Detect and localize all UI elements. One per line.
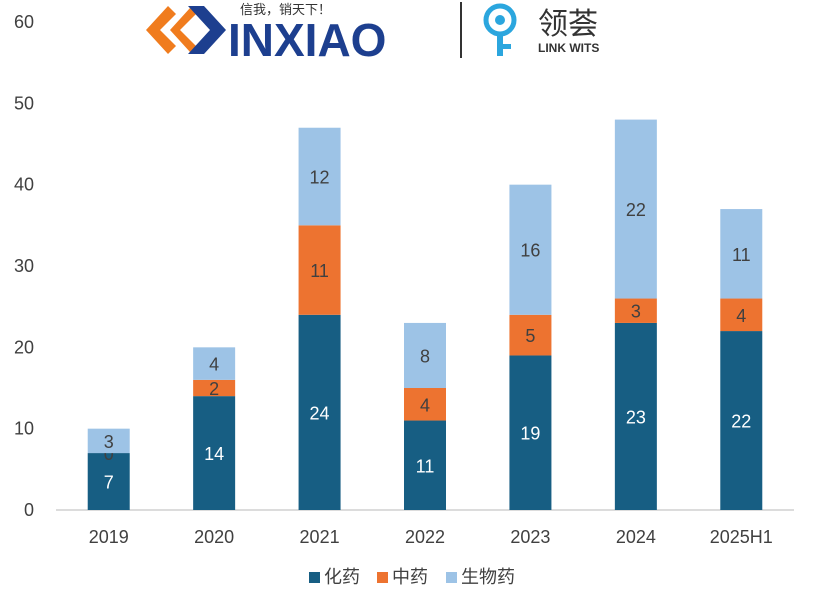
data-label: 5: [525, 326, 535, 346]
bar-segment: [404, 420, 446, 510]
bar-segment: [720, 298, 763, 332]
logo-subtitle: LINK WITS: [538, 41, 599, 55]
bar-segment: [720, 209, 763, 299]
x-tick-label: 2021: [300, 527, 340, 547]
x-tick-label: 2024: [616, 527, 656, 547]
y-axis: 0 10 20 30 40 50 60: [14, 12, 34, 520]
data-label: 7: [104, 473, 114, 493]
bar-segment: [404, 322, 446, 388]
data-label: 19: [520, 424, 540, 444]
bar-stack-2024: 23 3 22: [614, 119, 657, 510]
bar-segment: [193, 379, 236, 397]
bar-segment: [298, 225, 341, 315]
bar-stack-2025h1: 22 4 11: [720, 209, 763, 510]
key-tree-icon: [483, 3, 517, 56]
bar-stack-2021: 24 11 12: [298, 127, 341, 510]
bar-segment: [614, 322, 657, 510]
x-axis: 2019 2020 2021 2022 2023 2024 2025H1: [89, 527, 773, 547]
y-tick-label: 40: [14, 175, 34, 195]
bar-segment: [298, 314, 341, 510]
bar-segment: [87, 428, 130, 454]
legend-label: 生物药: [461, 567, 515, 588]
data-label: 14: [204, 444, 224, 464]
legend-swatch: [309, 572, 320, 583]
bar-stack-2019: 7 03: [87, 428, 130, 510]
bar-stack-2020: 14 2 4: [193, 347, 236, 510]
logo-wordmark: INXIAO: [228, 14, 386, 66]
bar-segment: [404, 388, 446, 421]
data-label: 12: [310, 168, 330, 188]
y-tick-label: 20: [14, 337, 34, 357]
bar-segment: [614, 298, 657, 323]
legend-swatch: [446, 572, 457, 583]
bar-segment: [720, 331, 763, 510]
data-label: 22: [731, 412, 751, 432]
data-label: 3: [631, 302, 641, 322]
y-tick-label: 50: [14, 93, 34, 113]
bar-segment: [614, 119, 657, 299]
linkwits-logo: 领荟 LINK WITS: [483, 3, 599, 56]
legend-swatch: [377, 572, 388, 583]
data-label: 22: [626, 200, 646, 220]
bar-segment: [509, 184, 552, 315]
data-label: 11: [416, 456, 435, 476]
x-tick-label: 2023: [510, 527, 550, 547]
x-tick-label: 2019: [89, 527, 129, 547]
data-label: 16: [520, 241, 540, 261]
data-label: 24: [310, 403, 330, 423]
y-tick-label: 60: [14, 12, 34, 32]
logo-tagline: 信我，销天下！: [240, 3, 331, 18]
bar-segment: [509, 314, 552, 356]
bar-segment: [193, 347, 236, 380]
bar-stack-2022: 11 4 8: [404, 322, 446, 510]
data-label: 4: [736, 306, 746, 326]
bar-segment: [193, 396, 236, 510]
x-tick-label: 2022: [405, 527, 445, 547]
data-label: 8: [420, 346, 430, 366]
legend: 化药 中药 生物药: [309, 567, 515, 588]
data-label: 4: [209, 355, 219, 375]
data-label: 2: [209, 379, 219, 399]
data-label: 11: [732, 245, 751, 265]
x-tick-label: 2025H1: [710, 527, 773, 547]
data-label: 3: [104, 432, 114, 452]
y-tick-label: 30: [14, 256, 34, 276]
logo-name: 领荟: [538, 7, 598, 42]
bar-segment: [509, 355, 552, 510]
bar-stack-2023: 19 5 16: [509, 184, 552, 510]
legend-label: 中药: [392, 567, 428, 588]
bar-segment: [298, 127, 341, 226]
legend-label: 化药: [324, 567, 360, 588]
bar-segment: [87, 453, 130, 510]
data-label: 23: [626, 407, 646, 427]
xinxiao-logo: INXIAO 信我，销天下！: [146, 3, 386, 66]
y-tick-label: 10: [14, 419, 34, 439]
data-label: 11: [310, 261, 329, 281]
x-tick-label: 2020: [194, 527, 234, 547]
data-label: 4: [420, 395, 430, 415]
y-tick-label: 0: [24, 500, 34, 520]
data-label: 0: [104, 444, 114, 464]
